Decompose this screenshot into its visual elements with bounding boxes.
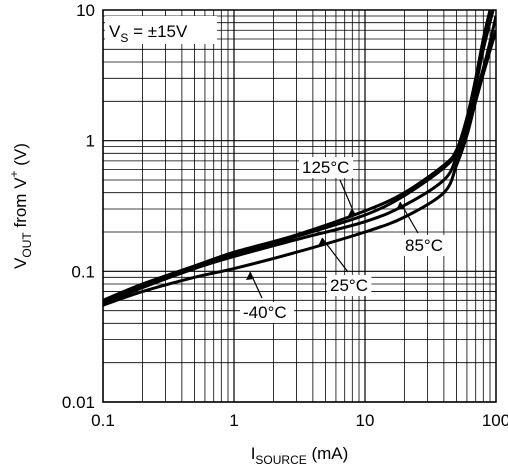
annotation-text: VS = ±15V	[109, 22, 188, 45]
series-label-leader	[339, 179, 353, 209]
series-label-background	[327, 275, 372, 296]
y-tick-label: 10	[76, 1, 95, 20]
series-label-background	[402, 235, 447, 256]
x-tick-label: 1	[229, 411, 238, 430]
series-label-arrow	[396, 202, 404, 210]
series-label: 125°C	[302, 158, 349, 177]
series-label-leader	[321, 237, 349, 273]
y-axis-title-sub: OUT	[20, 232, 34, 258]
x-tick-label: 0.1	[91, 411, 115, 430]
annotation-suffix: = ±15V	[128, 22, 188, 41]
series-label: 25°C	[330, 276, 368, 295]
series-label-leader	[399, 201, 419, 234]
series-label-arrow	[246, 272, 254, 280]
series-label: -40°C	[243, 303, 287, 322]
y-axis-title-middle: from V	[11, 177, 30, 232]
series-label-background	[240, 302, 294, 323]
annotation-background	[105, 16, 217, 44]
series-line	[103, 10, 495, 304]
series-label-arrow	[348, 208, 356, 216]
y-axis-title: VOUT from V+ (V)	[7, 143, 34, 269]
series-line	[103, 29, 496, 307]
annotation-sub: S	[120, 31, 128, 45]
y-tick-label: 0.01	[62, 393, 95, 412]
series-group	[103, 10, 496, 307]
y-axis-title-main: V	[11, 257, 30, 269]
y-tick-label: 1	[86, 132, 95, 151]
y-axis-title-suffix: (V)	[11, 143, 30, 170]
series-labels: 125°C 85°C 25°C -40°C	[240, 157, 447, 323]
series-label: 85°C	[405, 236, 443, 255]
y-tick-label: 0.1	[71, 262, 95, 281]
annotation-main: V	[109, 22, 121, 41]
x-axis-title: ISOURCE (mA)	[251, 444, 349, 466]
y-axis-title-sup: +	[7, 170, 21, 177]
series-label-background	[299, 157, 353, 178]
x-axis-title-main: I	[251, 444, 256, 463]
x-tick-label: 100	[482, 411, 508, 430]
series-label-arrow	[318, 238, 326, 246]
x-axis-title-suffix: (mA)	[307, 444, 349, 463]
plot-frame	[102, 9, 497, 403]
x-tick-label: 10	[356, 411, 375, 430]
grid	[102, 10, 496, 403]
x-axis-title-sub: SOURCE	[255, 453, 306, 466]
